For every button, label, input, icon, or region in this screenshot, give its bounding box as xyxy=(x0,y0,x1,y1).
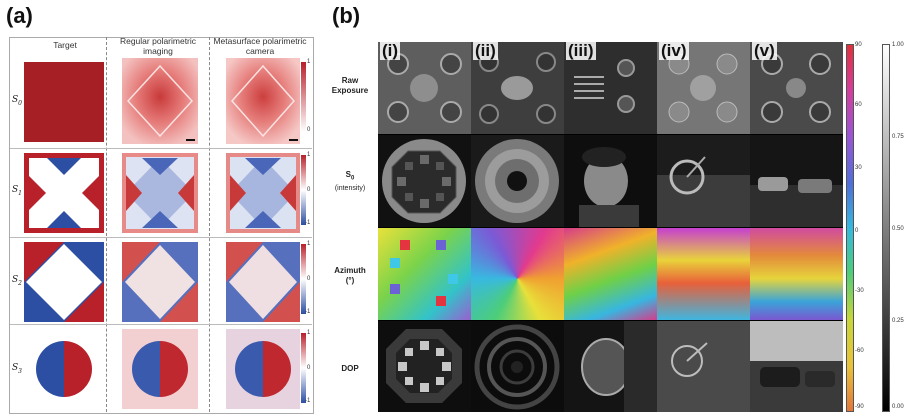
target-s3 xyxy=(24,329,104,409)
colorbar-a-s1-bottom: -1 xyxy=(305,220,311,226)
colorbar-a-s3-top: 1 xyxy=(307,330,311,336)
scalebar-regular xyxy=(186,139,195,141)
s0-iii xyxy=(564,135,657,227)
hline-2 xyxy=(10,237,312,238)
s0-ii xyxy=(471,135,564,227)
colorbar-a-s1 xyxy=(301,155,306,225)
meta-s1 xyxy=(226,153,300,233)
scalebar-meta xyxy=(289,139,298,141)
image-grid: (i) (ii) (iii) (iv) (v) xyxy=(378,42,843,412)
divider-1 xyxy=(106,37,107,412)
divider-2 xyxy=(209,37,210,412)
col-label-i: (i) xyxy=(380,41,401,60)
gray-tick-075: 0.75 xyxy=(892,134,904,140)
col-label-iv: (iv) xyxy=(659,41,689,60)
target-s0 xyxy=(24,62,104,142)
colorbar-a-s2-bottom: -1 xyxy=(305,309,311,315)
meta-s2 xyxy=(226,242,300,322)
azimuth-v xyxy=(750,228,843,320)
gray-tick-025: 0.25 xyxy=(892,318,904,324)
target-s2 xyxy=(24,242,104,322)
dop-iv xyxy=(657,321,750,412)
header-regular: Regular polarimetric imaging xyxy=(119,36,197,56)
regular-s3 xyxy=(122,329,198,409)
row-label-azimuth: Azimuth (°) xyxy=(334,266,366,285)
colorbar-a-s2 xyxy=(301,244,306,314)
s0-iv xyxy=(657,135,750,227)
col-label-iii: (iii) xyxy=(566,41,596,60)
hue-tick-0: 0 xyxy=(855,228,859,234)
dop-ii xyxy=(471,321,564,412)
colorbar-a-s1-top: 1 xyxy=(307,152,311,158)
azimuth-ii xyxy=(471,228,564,320)
dop-iii xyxy=(564,321,657,412)
colorbar-a-s0-top: 1 xyxy=(307,59,311,65)
col-label-v: (v) xyxy=(752,41,777,60)
gray-tick-050: 0.50 xyxy=(892,226,904,232)
meta-s3 xyxy=(226,329,300,409)
hue-tick-90: 90 xyxy=(855,42,862,48)
panel-b-letter: (b) xyxy=(332,3,361,28)
raw-v xyxy=(750,42,843,134)
header-meta: Metasurface polarimetric camera xyxy=(213,36,307,56)
colorbar-a-s1-mid: 0 xyxy=(307,187,311,193)
azimuth-i xyxy=(378,228,471,320)
row-label-s3: S3 xyxy=(12,363,22,375)
colorbar-a-s0-bottom: 0 xyxy=(307,127,311,133)
dop-i xyxy=(378,321,471,412)
s0-i xyxy=(378,135,471,227)
gray-tick-100: 1.00 xyxy=(892,42,904,48)
regular-s1 xyxy=(122,153,198,233)
row-label-dop: DOP xyxy=(341,364,359,373)
regular-s0 xyxy=(122,58,198,144)
row-label-s0-intensity: S0 (intensity) xyxy=(334,170,366,192)
colorbar-a-s2-mid: 0 xyxy=(307,276,311,282)
gray-tick-000: 0.00 xyxy=(892,404,904,410)
gray-colorbar xyxy=(882,44,890,412)
regular-s2 xyxy=(122,242,198,322)
hue-tick-30: 30 xyxy=(855,165,862,171)
hue-tick-neg30: -30 xyxy=(855,288,864,294)
hue-tick-neg90: -90 xyxy=(855,404,864,410)
hline-1 xyxy=(10,148,312,149)
panel-a-letter: (a) xyxy=(6,3,33,28)
azimuth-iii xyxy=(564,228,657,320)
colorbar-a-s3 xyxy=(301,333,306,403)
target-s1 xyxy=(24,153,104,233)
azimuth-iv xyxy=(657,228,750,320)
col-label-ii: (ii) xyxy=(473,41,498,60)
azimuth-colorbar xyxy=(846,44,854,412)
row-label-s1: S1 xyxy=(12,185,22,197)
meta-s0 xyxy=(226,58,300,144)
dop-v xyxy=(750,321,843,412)
colorbar-a-s3-bottom: -1 xyxy=(305,398,311,404)
hue-tick-60: 60 xyxy=(855,102,862,108)
colorbar-a-s2-top: 1 xyxy=(307,241,311,247)
hline-3 xyxy=(10,324,312,325)
row-label-s2: S2 xyxy=(12,275,22,287)
header-target: Target xyxy=(53,40,77,50)
colorbar-a-s3-mid: 0 xyxy=(307,365,311,371)
hue-tick-neg60: -60 xyxy=(855,348,864,354)
colorbar-a-s0 xyxy=(301,62,306,132)
s0-v xyxy=(750,135,843,227)
row-label-s0: S0 xyxy=(12,95,22,107)
row-label-raw: Raw Exposure xyxy=(331,76,369,95)
